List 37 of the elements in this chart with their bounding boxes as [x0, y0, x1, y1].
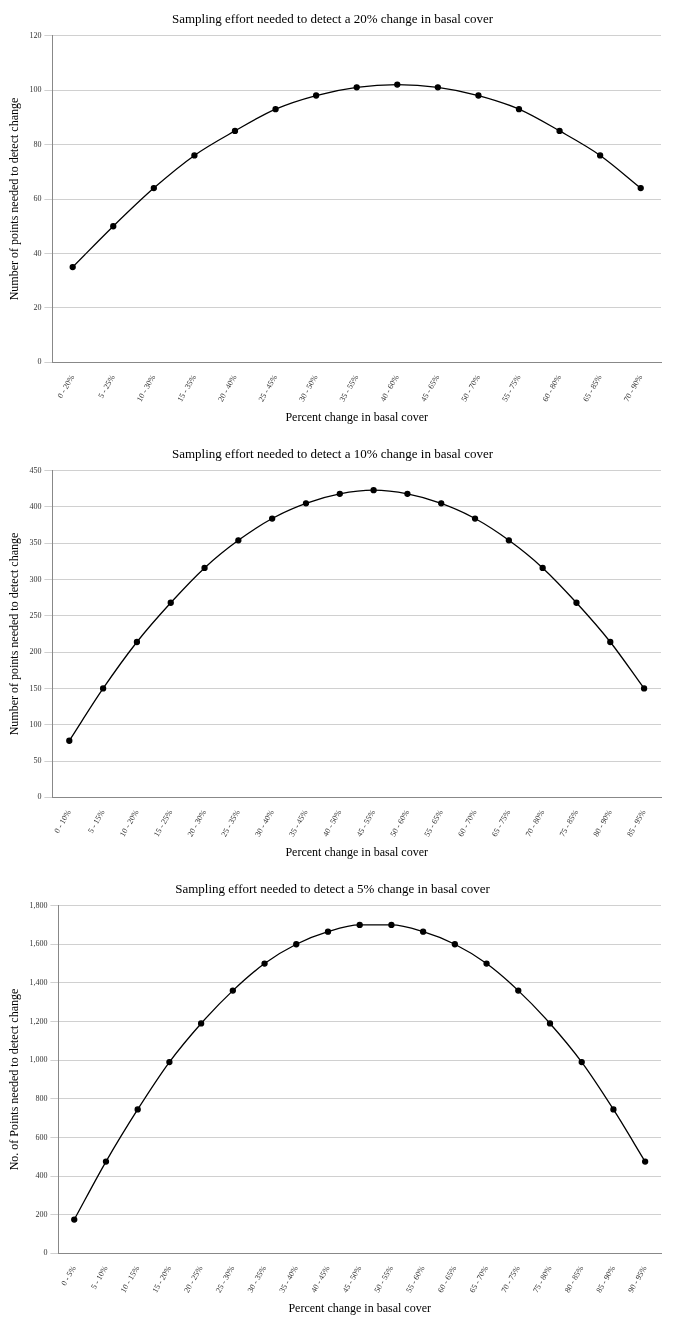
y-tick-label: 120: [29, 30, 42, 40]
chart-title: Sampling effort needed to detect a 5% change in basal cover: [175, 881, 491, 897]
y-tick-label: 40: [33, 248, 42, 258]
y-tick-label: 450: [29, 465, 42, 475]
y-tick-label: 250: [29, 610, 42, 620]
y-tick-label: 0: [43, 1248, 48, 1258]
y-tick-label: 50: [33, 756, 42, 766]
y-tick-label: 1,400: [29, 977, 48, 987]
y-tick-label: 1,800: [29, 900, 48, 910]
chart-title: Sampling effort needed to detect a 10% change in basal cover: [171, 446, 494, 462]
x-axis-title: Percent change in basal cover: [288, 1300, 431, 1315]
y-tick-label: 0: [37, 792, 42, 802]
y-tick-label: 200: [35, 1209, 48, 1219]
y-tick-label: 80: [33, 139, 42, 149]
y-tick-label: 0: [37, 357, 42, 367]
y-axis-title: No. of Points needed to detect change: [7, 988, 22, 1171]
x-tick-label: 0 - 5%: [59, 1264, 78, 1288]
y-tick-label: 200: [29, 647, 42, 657]
y-tick-label: 1,000: [29, 1055, 48, 1065]
y-axis-title: Number of points needed to detect change: [7, 532, 22, 736]
y-tick-label: 400: [35, 1171, 48, 1181]
y-tick-label: 60: [33, 194, 42, 204]
y-axis-title: Number of points needed to detect change: [7, 97, 22, 301]
y-tick-label: 100: [29, 85, 42, 95]
y-tick-label: 400: [29, 502, 42, 511]
y-tick-label: 20: [33, 303, 42, 313]
x-axis-title: Percent change in basal cover: [285, 409, 428, 424]
y-tick-label: 1,200: [29, 1016, 48, 1026]
chart-title: Sampling effort needed to detect a 20% change in basal cover: [171, 11, 494, 27]
x-axis-title: Percent change in basal cover: [285, 844, 428, 859]
y-tick-label: 150: [29, 683, 42, 693]
y-tick-label: 350: [29, 538, 42, 548]
y-tick-label: 1,600: [29, 939, 48, 949]
y-tick-label: 800: [35, 1093, 48, 1103]
y-tick-label: 600: [35, 1132, 48, 1142]
y-tick-label: 300: [29, 574, 42, 584]
y-tick-label: 100: [29, 719, 42, 729]
